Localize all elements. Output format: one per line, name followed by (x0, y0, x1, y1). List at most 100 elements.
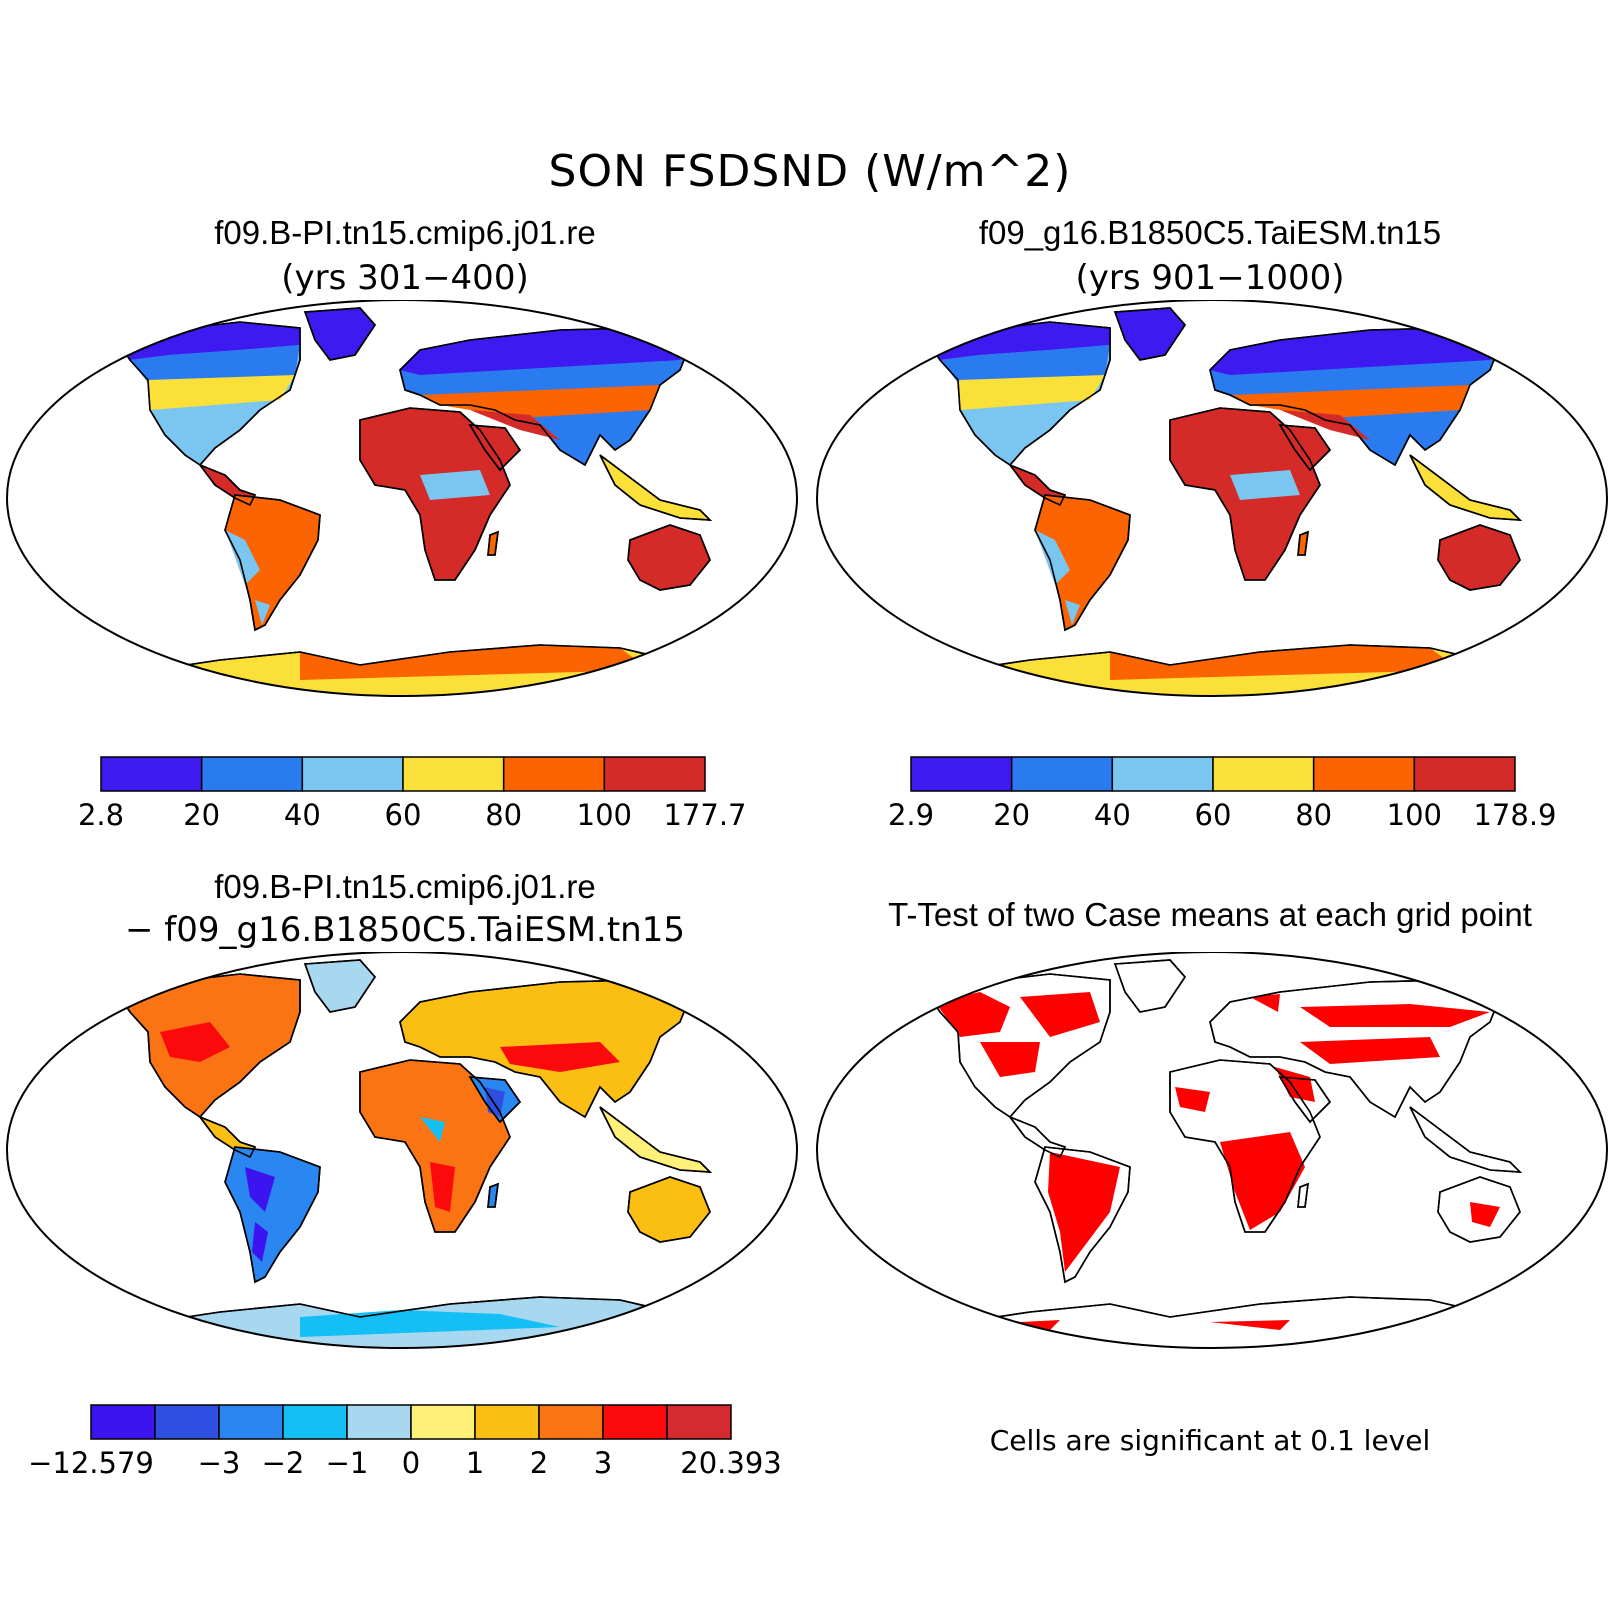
value-band (470, 410, 560, 440)
value-band (300, 645, 650, 680)
coastline-samerica (1034, 494, 1131, 632)
colorbar-box (90, 1404, 156, 1440)
colorbar-tick-label: 3 (593, 1446, 613, 1480)
case2-title: f09_g16.B1850C5.TaiESM.tn15 (978, 214, 1442, 251)
colorbar-tick-label: 2 (529, 1446, 549, 1480)
coastline-samerica (224, 494, 321, 632)
colorbar-box (402, 756, 505, 792)
ttest-title: T-Test of two Case means at each grid po… (888, 896, 1532, 933)
case1-title: f09.B-PI.tn15.cmip6.j01.re (214, 214, 596, 251)
case2-colorbar-labels: 2.9 20 40 60 80 100 178.9 (810, 798, 1620, 838)
land-greenland (1113, 307, 1187, 361)
colorbar-box (282, 1404, 348, 1440)
significant-cells (1175, 1087, 1210, 1112)
coastline-africa (1169, 407, 1321, 581)
ttest-map (816, 952, 1608, 1349)
coastline-seasia (1409, 1106, 1523, 1173)
coastline-samerica (1034, 1146, 1131, 1284)
coastline-camerica (197, 463, 257, 507)
value-band (1110, 645, 1460, 680)
value-band (940, 345, 1110, 385)
coastline-namerica (926, 973, 1111, 1119)
value-band (1230, 385, 1470, 418)
coastline-eurasia (1209, 979, 1502, 1119)
value-blob (245, 1167, 275, 1212)
colorbar-tick-label: 178.9 (1473, 798, 1557, 832)
coastline-africa (359, 1059, 511, 1233)
coastline-greenland (303, 307, 377, 361)
coastline-madagascar (487, 1182, 499, 1208)
colorbar-tick-label: 60 (1194, 798, 1232, 832)
coastline-madagascar (1297, 1182, 1309, 1208)
colorbar-box (502, 756, 606, 792)
coastline-madagascar (1297, 530, 1309, 556)
colorbar-tick-label: 2.8 (77, 798, 125, 832)
coastline-madagascar (487, 530, 499, 556)
colorbar-box (410, 1404, 476, 1440)
colorbar-box (602, 1404, 668, 1440)
coastline-greenland (1113, 959, 1187, 1013)
coastline-seasia (1409, 454, 1523, 521)
colorbar-box (1413, 756, 1516, 792)
colorbar-box (1111, 756, 1214, 792)
colorbar-tick-label: 20 (993, 798, 1031, 832)
coastline-eurasia (399, 327, 692, 467)
land-greenland (303, 959, 377, 1013)
value-blob (252, 1222, 268, 1262)
colorbar-tick-label: 80 (485, 798, 523, 832)
continents (116, 959, 713, 1348)
significant-cells (980, 1042, 1040, 1077)
coastline-greenland (303, 959, 377, 1013)
coastline-australia (627, 524, 711, 591)
land-greenland (303, 307, 377, 361)
colorbar-box (346, 1404, 412, 1440)
colorbar-tick-label: 1 (465, 1446, 485, 1480)
coastline-namerica (926, 321, 1111, 467)
diff-map (6, 952, 798, 1349)
colorbar-box (538, 1404, 604, 1440)
colorbar-tick-label: 100 (1386, 798, 1443, 832)
colorbar-tick-label: 80 (1295, 798, 1333, 832)
significant-cells (935, 992, 1010, 1037)
colorbar-tick-label: 60 (384, 798, 422, 832)
colorbar-box (1212, 756, 1315, 792)
colorbar-box (200, 756, 304, 792)
significant-cells (1300, 1004, 1490, 1027)
value-blob (420, 1117, 445, 1142)
colorbar-box (100, 756, 203, 792)
coastline-arabia (468, 424, 522, 472)
colorbar-box (218, 1404, 284, 1440)
coastline-namerica (116, 321, 301, 467)
coastline-antarctica (128, 644, 692, 696)
value-band (130, 345, 300, 385)
figure-title: SON FSDSND (W/m^2) (548, 146, 1072, 197)
case1-map (6, 300, 798, 697)
map-boundary (6, 300, 798, 697)
significant-cells (1470, 1202, 1500, 1227)
coastline-seasia (599, 454, 713, 521)
coastline-antarctica (938, 1296, 1502, 1348)
coastline-africa (1169, 1059, 1321, 1233)
colorbar-tick-label: 2.9 (887, 798, 935, 832)
coastline-africa (359, 407, 511, 581)
significant-cells (1220, 1132, 1305, 1230)
case1-subtitle: (yrs 301−400) (281, 258, 529, 298)
significant-cells (1275, 1067, 1315, 1102)
case2-map (816, 300, 1608, 697)
significant-cells (1300, 1037, 1440, 1064)
colorbar-tick-label: −1 (325, 1446, 369, 1480)
case2-colorbar (910, 756, 1516, 792)
colorbar-box (474, 1404, 540, 1440)
land-greenland (1113, 959, 1187, 1013)
colorbar-tick-label: 20.393 (680, 1446, 782, 1480)
colorbar-box (301, 756, 404, 792)
value-blob (430, 1162, 455, 1212)
colorbar-box (1312, 756, 1416, 792)
value-band (420, 470, 490, 500)
map-boundary (816, 952, 1608, 1349)
coastline-antarctica (938, 644, 1502, 696)
value-band (1230, 470, 1300, 500)
value-blob (160, 1022, 230, 1062)
significant-cells (1020, 992, 1100, 1037)
coastline-eurasia (1209, 327, 1502, 467)
